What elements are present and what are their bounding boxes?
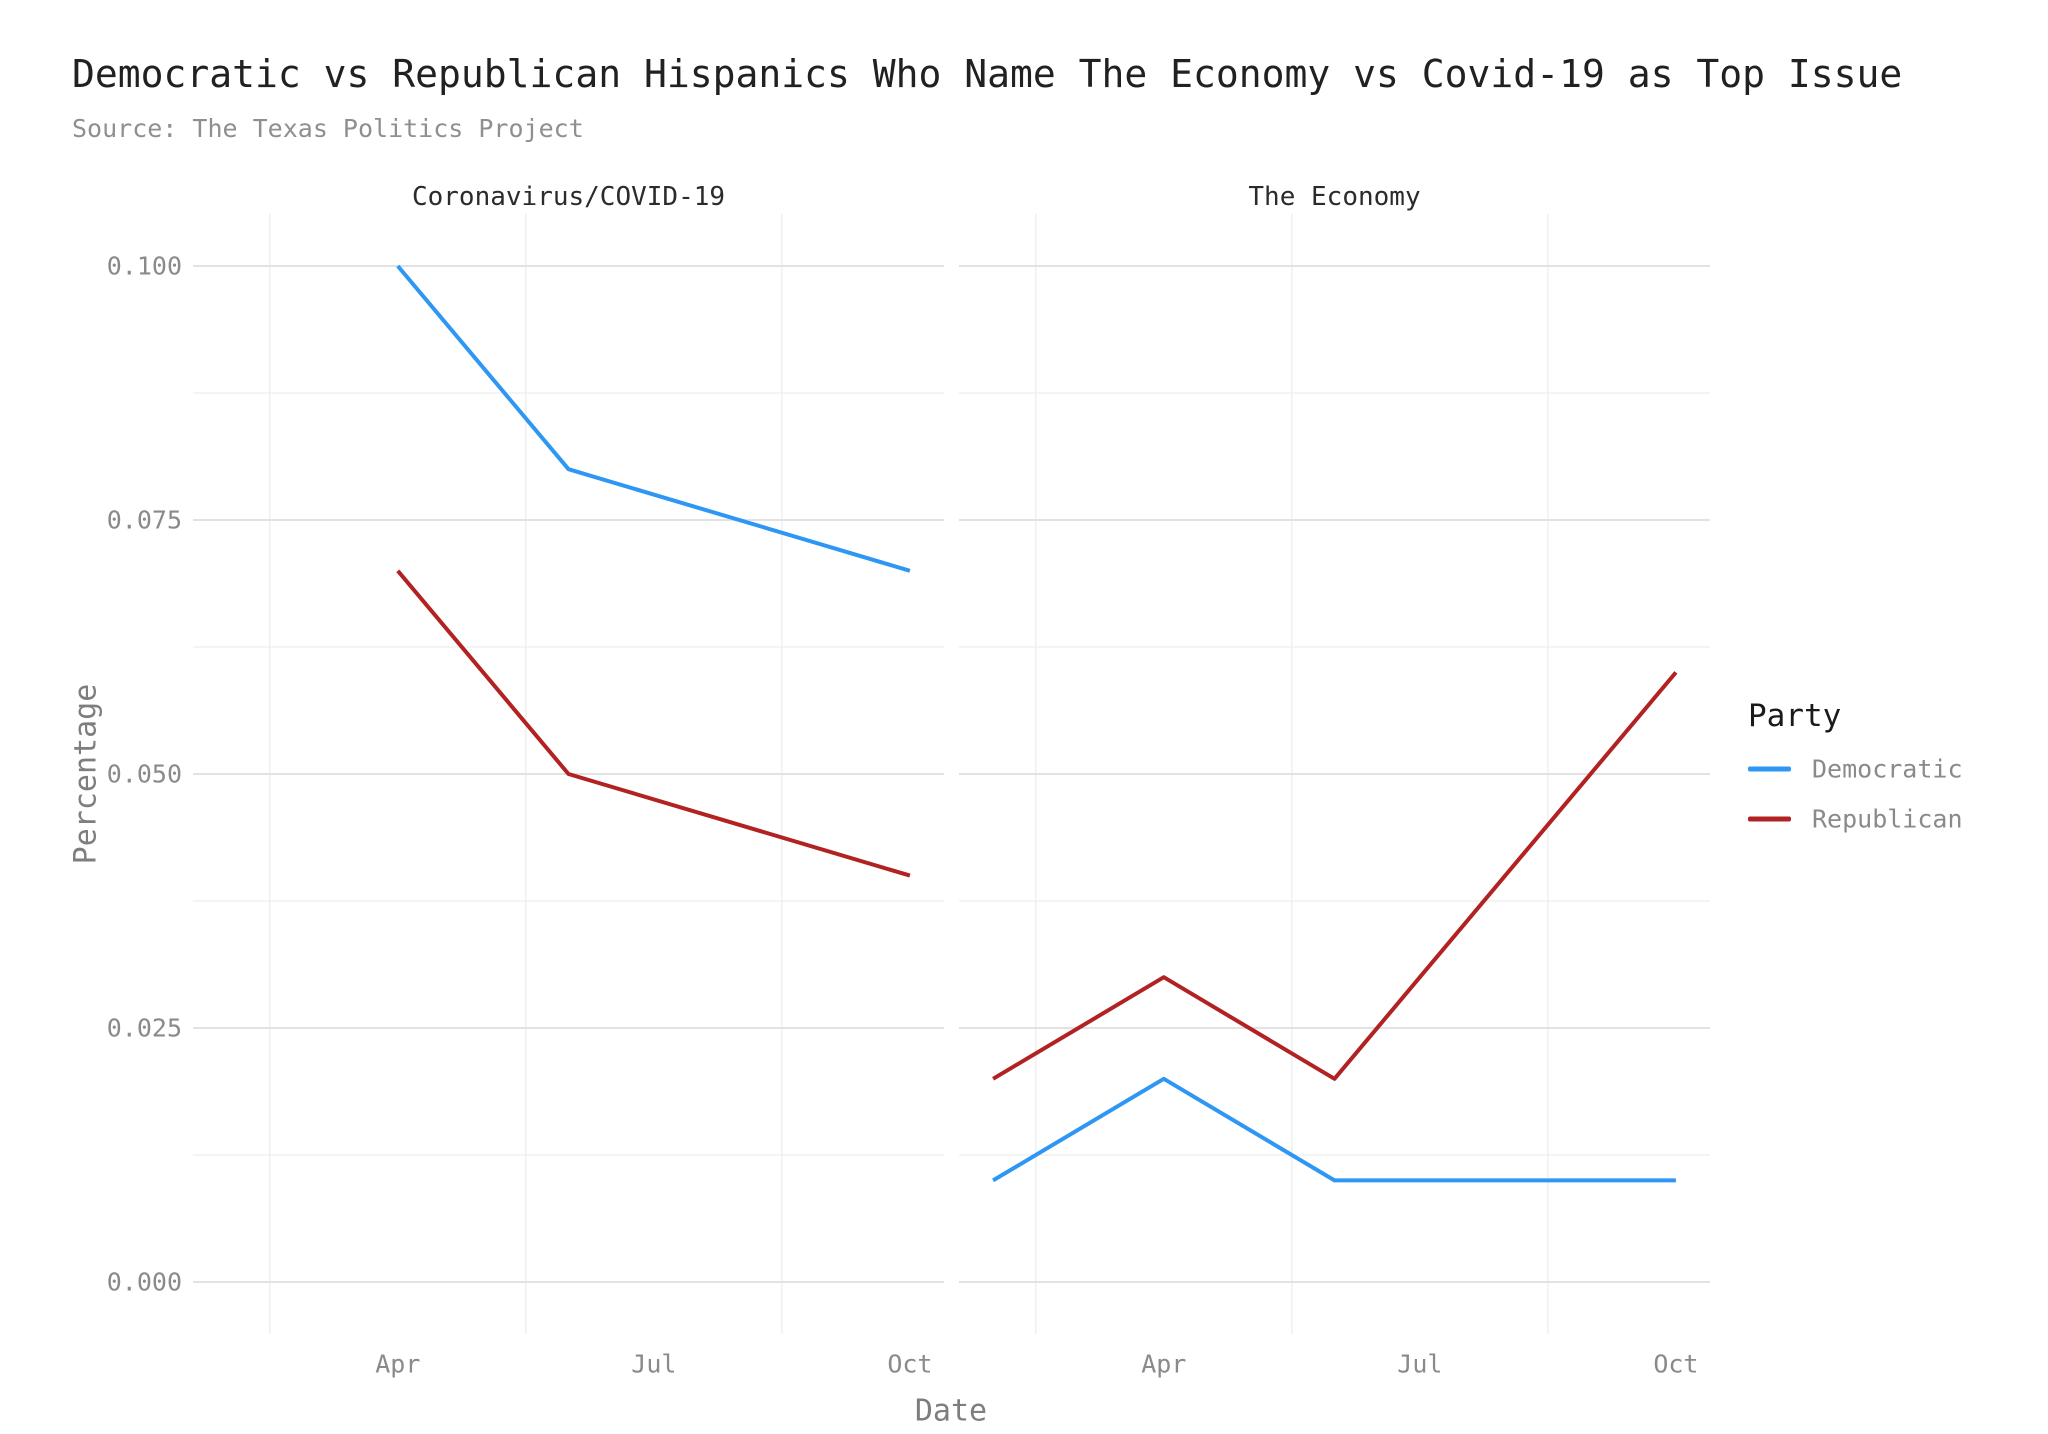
y-axis-title: Percentage <box>68 683 104 865</box>
chart-title: Democratic vs Republican Hispanics Who N… <box>72 52 1903 96</box>
legend-label-republican: Republican <box>1812 804 1963 834</box>
panel-0 <box>193 214 944 1334</box>
x-tick-label: Apr <box>1141 1349 1187 1379</box>
x-tick-label: Oct <box>887 1349 933 1379</box>
facet-label-0: Coronavirus/COVID-19 <box>411 182 726 212</box>
legend-label-democratic: Democratic <box>1812 754 1963 784</box>
x-tick-label: Apr <box>375 1349 421 1379</box>
y-tick-label: 0.100 <box>106 251 182 281</box>
y-tick-label: 0.050 <box>106 759 182 789</box>
y-tick-label: 0.025 <box>106 1013 182 1043</box>
legend-swatch-democratic <box>1748 766 1791 772</box>
y-tick-label: 0.000 <box>106 1267 182 1297</box>
facet-label-1: The Economy <box>1248 182 1421 212</box>
x-tick-label: Jul <box>1397 1349 1443 1379</box>
y-tick-label: 0.075 <box>106 505 182 535</box>
panel-1 <box>959 214 1710 1334</box>
x-axis-title: Date <box>914 1393 988 1429</box>
legend-title: Party <box>1748 698 1842 734</box>
data-line-democratic-facet1 <box>992 1076 1676 1183</box>
x-tick-label: Oct <box>1653 1349 1699 1379</box>
data-line-republican-facet1 <box>992 671 1678 1081</box>
data-line-republican-facet0 <box>396 569 911 878</box>
x-tick-label: Jul <box>631 1349 677 1379</box>
chart-subtitle: Source: The Texas Politics Project <box>72 114 584 143</box>
data-line-democratic-facet0 <box>396 264 911 573</box>
legend-swatch-republican <box>1748 816 1791 822</box>
